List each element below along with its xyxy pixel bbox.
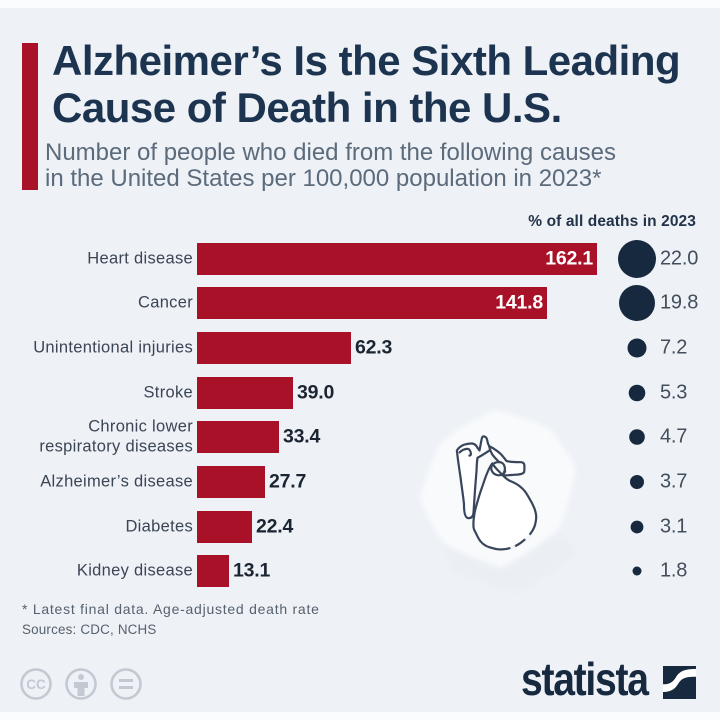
svg-text:CC: CC <box>26 677 46 692</box>
